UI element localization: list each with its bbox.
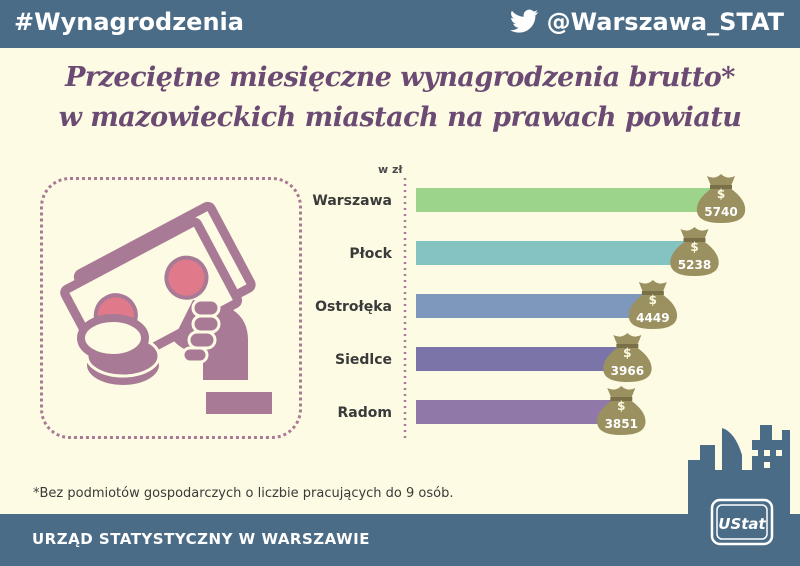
bar	[416, 294, 651, 318]
bar-value-label: 5238	[678, 258, 711, 272]
category-label: Płock	[349, 246, 392, 262]
money-bag-icon: $	[670, 227, 719, 276]
header-bar: #Wynagrodzenia @Warszawa_STAT	[0, 0, 800, 48]
bar-value-label: 5740	[704, 205, 737, 219]
money-bag-icon: $	[597, 386, 646, 435]
footnote: *Bez podmiotów gospodarczych o liczbie p…	[33, 486, 454, 501]
money-bag-icon: $	[696, 174, 746, 223]
illustration-frame	[40, 177, 302, 439]
chart-title: Przeciętne miesięczne wynagrodzenia brut…	[0, 58, 800, 138]
bar-value-label: 3851	[605, 417, 638, 431]
category-label: Radom	[338, 405, 392, 421]
twitter-bird-icon	[509, 9, 538, 33]
ustat-logo-text: UStat	[718, 515, 766, 533]
chart-title-line-1: Przeciętne miesięczne wynagrodzenia brut…	[65, 62, 735, 93]
twitter-handle-text: @Warszawa_STAT	[546, 8, 784, 36]
money-bag-icon: $	[628, 280, 678, 329]
svg-text:$: $	[617, 399, 625, 413]
hashtag-label: #Wynagrodzenia	[14, 8, 244, 36]
category-label: Warszawa	[312, 193, 392, 209]
svg-text:$: $	[623, 346, 631, 360]
chart-title-line-2: w mazowieckich miastach na prawach powia…	[58, 102, 742, 133]
money-bag-icon: $	[603, 333, 652, 382]
svg-text:$: $	[649, 293, 657, 307]
bar	[416, 347, 626, 371]
bar-value-label: 4449	[636, 311, 669, 325]
footer-bar: URZĄD STATYSTYCZNY W WARSZAWIE	[0, 514, 800, 566]
category-label: Siedlce	[335, 352, 392, 368]
twitter-handle[interactable]: @Warszawa_STAT	[509, 8, 784, 36]
ustat-logo-icon: UStat	[710, 498, 774, 546]
svg-text:$: $	[690, 240, 698, 254]
institution-name: URZĄD STATYSTYCZNY W WARSZAWIE	[32, 530, 370, 548]
unit-label: w zł	[378, 163, 403, 176]
bar	[416, 400, 620, 424]
bar	[416, 188, 719, 212]
money-hand-icon	[60, 201, 272, 414]
bar-value-label: 3966	[611, 364, 644, 378]
bar	[416, 241, 693, 265]
category-label: Ostrołęka	[315, 299, 392, 315]
svg-text:$: $	[717, 187, 725, 201]
